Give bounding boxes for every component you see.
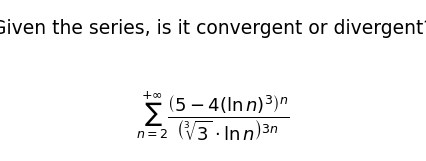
Text: $\sum_{n=2}^{+\infty}\dfrac{\left(5-4(\ln n)^{3}\right)^{n}}{\left(\sqrt[3]{3}\c: $\sum_{n=2}^{+\infty}\dfrac{\left(5-4(\l… bbox=[136, 89, 290, 143]
Text: Given the series, is it convergent or divergent?: Given the series, is it convergent or di… bbox=[0, 19, 426, 38]
